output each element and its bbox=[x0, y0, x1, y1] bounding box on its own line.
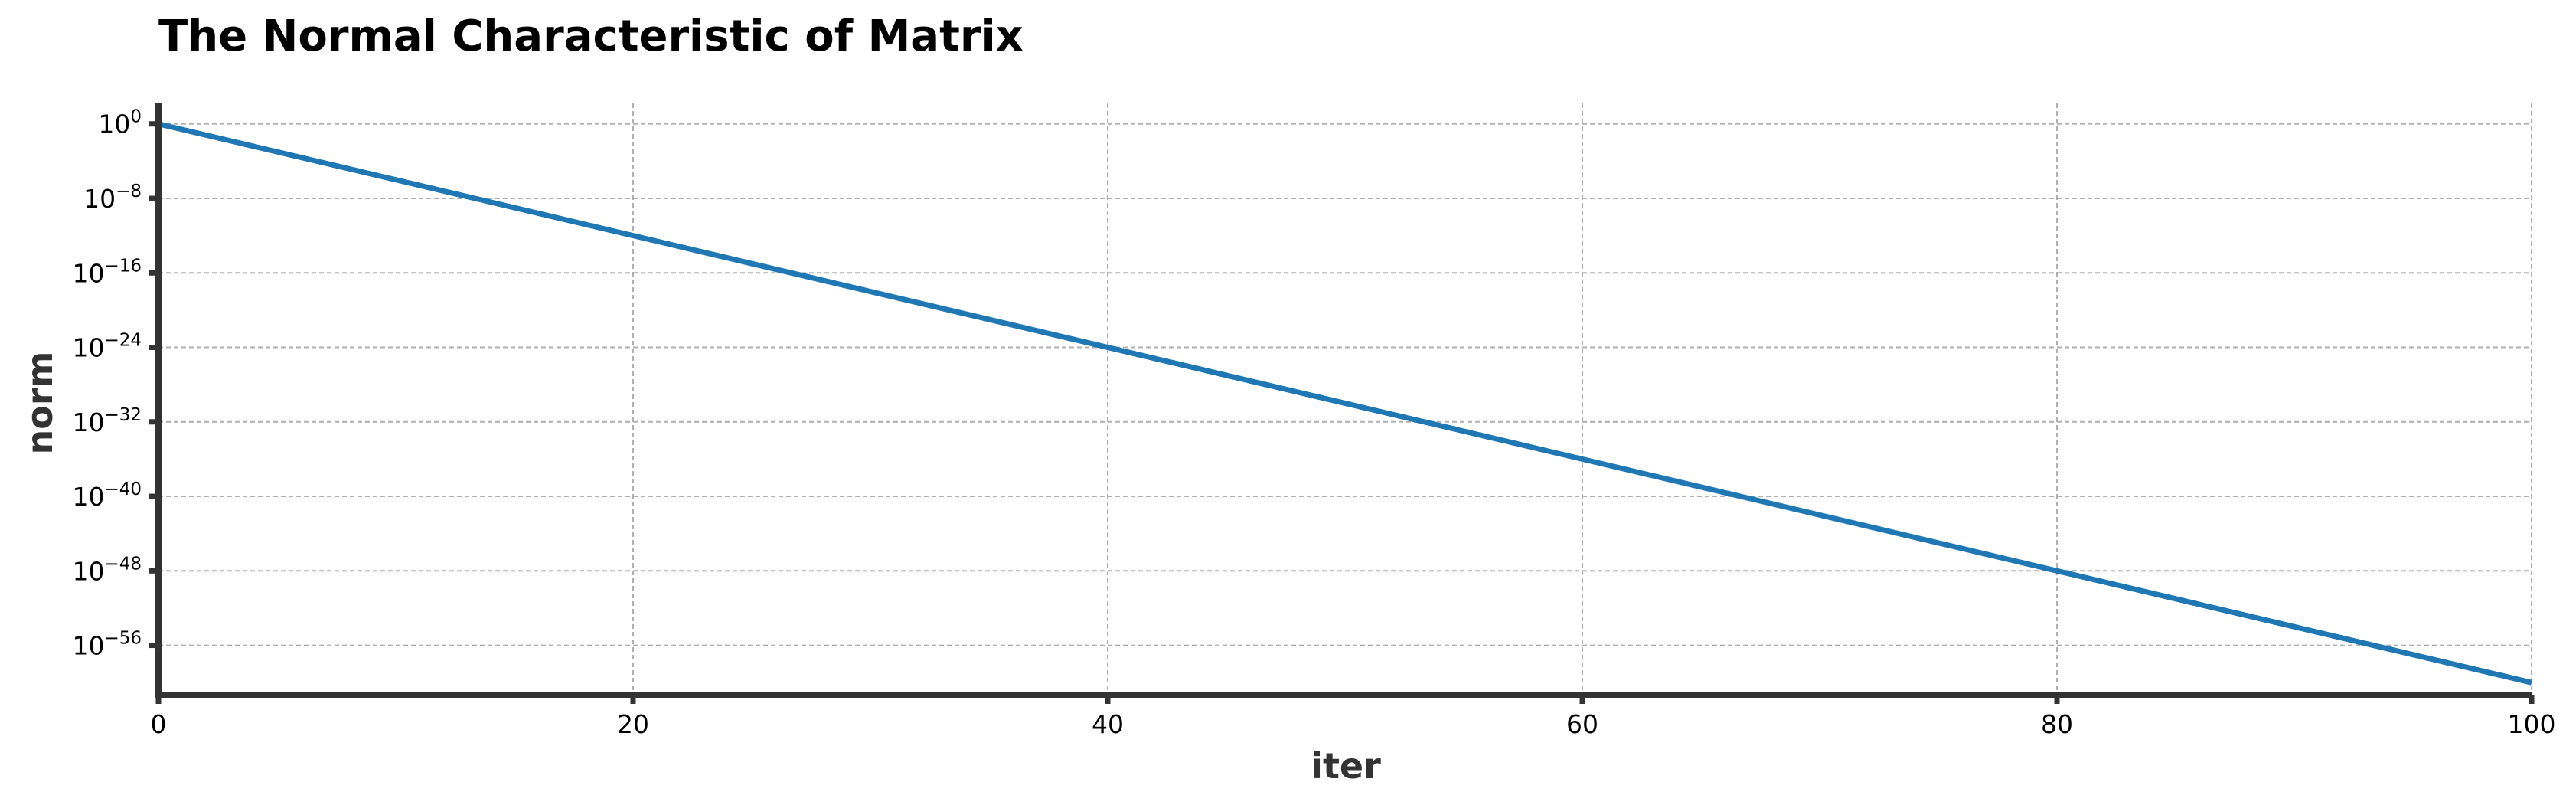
y-tick-label: 10−24 bbox=[72, 331, 142, 363]
y-tick-label: 10−8 bbox=[83, 182, 142, 214]
x-axis-label: iter bbox=[1311, 745, 1381, 787]
y-tick-label: 10−32 bbox=[72, 405, 142, 437]
series-line bbox=[158, 121, 2532, 686]
x-tick-label: 60 bbox=[1566, 709, 1598, 739]
x-axis-ticks: 0 20 40 60 80 100 bbox=[151, 695, 2556, 739]
x-tick-label: 20 bbox=[617, 709, 649, 739]
y-tick-label: 10−56 bbox=[72, 629, 142, 661]
x-tick-label: 80 bbox=[2041, 709, 2073, 739]
y-tick-label: 100 bbox=[98, 107, 142, 139]
y-tick-label: 10−48 bbox=[72, 554, 142, 586]
grid bbox=[158, 103, 2532, 695]
y-tick-label: 10−40 bbox=[72, 479, 142, 512]
series-layer bbox=[158, 121, 2532, 686]
chart-title: The Normal Characteristic of Matrix bbox=[158, 11, 1024, 61]
x-tick-label: 0 bbox=[151, 709, 167, 739]
y-tick-label: 10−16 bbox=[72, 256, 142, 288]
x-tick-label: 100 bbox=[2508, 709, 2556, 739]
y-axis-ticks: 100 10−8 10−16 10−24 10−32 10−40 10−48 10−56 bbox=[72, 107, 158, 661]
x-tick-label: 40 bbox=[1092, 709, 1124, 739]
y-axis-label: norm bbox=[19, 352, 60, 455]
